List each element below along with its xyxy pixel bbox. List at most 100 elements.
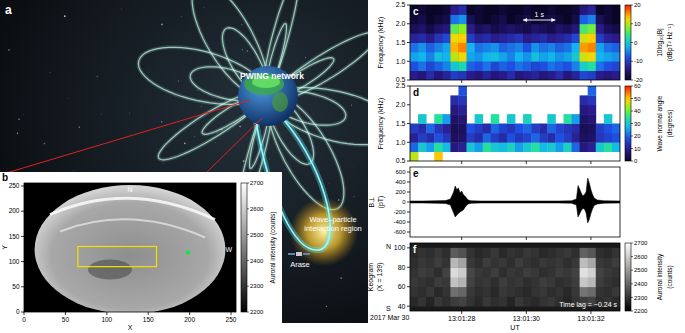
star <box>352 165 354 167</box>
cell <box>596 52 604 62</box>
y-tick-label: 40 <box>398 303 406 310</box>
cell <box>547 61 555 71</box>
cell <box>604 61 612 71</box>
cell <box>458 5 466 15</box>
x-tick-label: 13:01:28 <box>448 315 475 322</box>
cell <box>604 52 612 62</box>
cell <box>515 248 523 258</box>
cell <box>612 71 620 80</box>
y-axis-label: Keogram <box>367 263 375 292</box>
y-tick <box>407 212 410 213</box>
waveform-envelope <box>410 178 620 202</box>
cell <box>596 61 604 71</box>
cell <box>467 296 475 306</box>
colorbar-tick-label: 2500 <box>250 232 264 238</box>
cell <box>563 277 571 287</box>
cell <box>515 43 523 53</box>
cell <box>596 287 604 297</box>
plot-area <box>410 86 620 161</box>
cell <box>491 71 499 80</box>
cell <box>475 71 483 80</box>
cell <box>418 24 426 34</box>
x-tick-label: 250 <box>226 316 237 323</box>
star <box>23 114 25 116</box>
cell <box>467 52 475 62</box>
star <box>64 15 66 17</box>
cell <box>523 24 531 34</box>
x-tick <box>461 161 462 164</box>
x-tick-label: 200 <box>184 316 195 323</box>
label: Arase <box>290 260 310 269</box>
cell <box>531 287 539 297</box>
x-tick <box>526 161 527 164</box>
cell <box>499 133 507 143</box>
cell <box>475 14 483 24</box>
cell <box>467 43 475 53</box>
colorbar-tick-label: 10 <box>634 21 641 27</box>
cell <box>539 248 547 258</box>
cell <box>547 52 555 62</box>
cell <box>531 33 539 43</box>
cell <box>604 114 612 124</box>
x-tick-label: 150 <box>143 316 154 323</box>
waveform-envelope <box>410 202 620 223</box>
cell <box>434 142 442 152</box>
cell <box>467 124 475 134</box>
cell <box>523 267 531 277</box>
colorbar-tick-label: 40 <box>634 108 641 114</box>
cell <box>531 267 539 277</box>
cell <box>531 277 539 287</box>
cell <box>572 142 580 152</box>
cell <box>555 142 563 152</box>
cell <box>458 296 466 306</box>
cell <box>563 258 571 268</box>
cell <box>410 133 418 143</box>
colorbar-tick-label: 2600 <box>250 206 264 212</box>
scale-bar-label: 1 s <box>535 11 545 18</box>
cell <box>515 5 523 15</box>
cell <box>580 133 588 143</box>
cell <box>450 43 458 53</box>
y-tick <box>407 80 410 81</box>
cell <box>588 258 596 268</box>
star <box>353 196 354 197</box>
cell <box>507 277 515 287</box>
colorbar-tick <box>247 312 249 313</box>
cell <box>563 71 571 80</box>
label: Wave–particle <box>309 215 356 224</box>
cell <box>475 267 483 277</box>
x-tick <box>590 161 591 164</box>
cell <box>612 5 620 15</box>
cell <box>491 287 499 297</box>
cell <box>442 52 450 62</box>
x-axis-label: X <box>128 324 133 331</box>
cell <box>523 61 531 71</box>
cell <box>499 43 507 53</box>
cell <box>539 296 547 306</box>
cell <box>588 14 596 24</box>
colorbar-tick <box>631 148 633 149</box>
cell <box>588 24 596 34</box>
y-tick <box>407 86 410 87</box>
cell <box>499 258 507 268</box>
cell <box>523 43 531 53</box>
cell <box>588 248 596 258</box>
cell <box>458 43 466 53</box>
star <box>101 113 103 115</box>
y-tick <box>407 161 410 162</box>
panel-letter: a <box>5 3 12 17</box>
star <box>162 163 164 165</box>
cell <box>580 105 588 115</box>
y-tick-label: 1.0 <box>396 58 406 65</box>
cell <box>442 33 450 43</box>
y-tick <box>407 172 410 173</box>
cell <box>523 5 531 15</box>
star <box>215 142 217 144</box>
cell <box>515 267 523 277</box>
frame <box>410 86 620 161</box>
cell <box>531 71 539 80</box>
cell <box>483 124 491 134</box>
cell <box>475 61 483 71</box>
cell <box>458 24 466 34</box>
cell <box>499 267 507 277</box>
